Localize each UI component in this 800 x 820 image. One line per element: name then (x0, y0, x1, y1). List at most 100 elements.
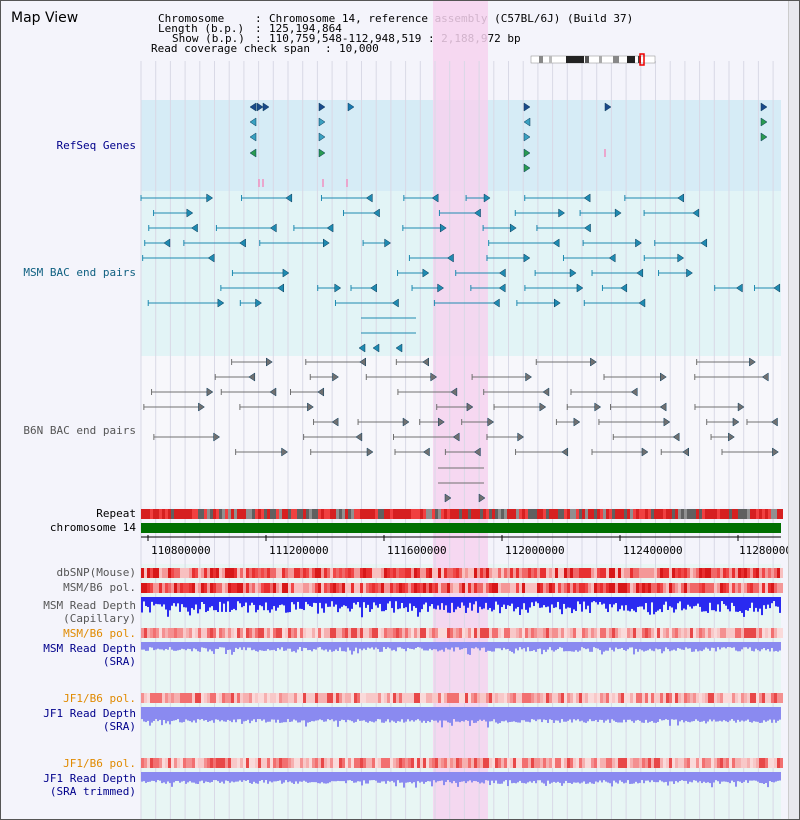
repeat-segment (480, 509, 483, 519)
msm-sra-depth-bar (713, 642, 715, 648)
msm-sra-depth-bar (463, 642, 465, 649)
jf1-sra-depth-bar (243, 707, 245, 722)
msm-b6-pol-2-cell (756, 628, 759, 638)
msm-b6-pol-2-cell (144, 628, 147, 638)
jf1-trimmed-depth-bar (571, 772, 573, 784)
vertical-scrollbar[interactable] (788, 1, 799, 819)
jf1-trimmed-depth-bar (371, 772, 373, 781)
jf1-trimmed-depth-bar (169, 772, 171, 784)
jf1-sra-depth-bar (675, 707, 677, 720)
dbsnp-cell (693, 568, 696, 578)
repeat-segment (402, 509, 405, 519)
jf1-trimmed-depth-bar (535, 772, 537, 784)
dbsnp-cell (360, 568, 363, 578)
msm-sra-depth-bar (741, 642, 743, 650)
repeat-segment (657, 509, 660, 519)
jf1-b6-pol-2-cell (684, 758, 687, 768)
msm-sra-depth-bar (413, 642, 415, 650)
jf1-b6-pol-2-cell (372, 758, 375, 768)
jf1-b6-pol-cell (552, 693, 555, 703)
jf1-trimmed-depth-bar (607, 772, 609, 783)
msm-b6-pol-cell (216, 583, 219, 593)
jf1-b6-pol-2-cell (516, 758, 519, 768)
jf1-sra-depth-bar (771, 707, 773, 723)
msm-sra-depth-bar (431, 642, 433, 651)
msm-sra-depth-bar (533, 642, 535, 651)
jf1-sra-depth-bar (349, 707, 351, 721)
b6n-bac-pair-arrow (317, 387, 325, 397)
msm-capillary-depth-bar (773, 597, 775, 602)
msm-capillary-depth-bar (675, 597, 677, 610)
dbsnp-cell (366, 568, 369, 578)
jf1-trimmed-depth-bar (279, 772, 281, 781)
dbsnp-cell (264, 568, 267, 578)
msm-sra-depth-bar (693, 642, 695, 652)
msm-sra-depth-bar (283, 642, 285, 651)
msm-b6-pol-2-cell (537, 628, 540, 638)
msm-sra-depth-bar (405, 642, 407, 652)
jf1-sra-depth-bar (231, 707, 233, 723)
msm-sra-depth-bar (437, 642, 439, 652)
jf1-sra-depth-bar (285, 707, 287, 723)
jf1-b6-pol-cell (393, 693, 396, 703)
jf1-b6-pol-2-cell (600, 758, 603, 768)
msm-capillary-depth-bar (213, 597, 215, 611)
msm-capillary-depth-bar (695, 597, 697, 606)
msm-b6-pol-2-cell (699, 628, 702, 638)
jf1-b6-pol-2-cell (552, 758, 555, 768)
repeat-segment (717, 509, 720, 519)
dbsnp-cell (750, 568, 753, 578)
jf1-b6-pol-cell (513, 693, 516, 703)
msm-bac-pair-arrow (638, 298, 646, 308)
msm-sra-depth-bar (401, 642, 403, 649)
msm-sra-depth-bar (519, 642, 521, 648)
jf1-b6-pol-2-cell (636, 758, 639, 768)
jf1-b6-pol-2-cell (693, 758, 696, 768)
jf1-trimmed-depth-bar (515, 772, 517, 784)
msm-capillary-depth-bar (151, 597, 153, 602)
jf1-sra-depth-bar (561, 707, 563, 720)
chromosome-key: Chromosome (158, 12, 225, 25)
jf1-b6-pol-2-cell (273, 758, 276, 768)
dbsnp-cell (552, 568, 555, 578)
jf1-sra-depth-bar (397, 707, 399, 722)
jf1-trimmed-depth-bar (755, 772, 757, 781)
jf1-b6-pol-cell (402, 693, 405, 703)
msm-b6-pol-2-cell (690, 628, 693, 638)
track-label-jf1-depth-trim-2: (SRA trimmed) (49, 785, 136, 798)
dbsnp-cell (189, 568, 192, 578)
msm-sra-depth-bar (723, 642, 725, 648)
msm-sra-depth-bar (727, 642, 729, 648)
dbsnp-cell (204, 568, 207, 578)
msm-b6-pol-cell (285, 583, 288, 593)
jf1-b6-pol-cell (741, 693, 744, 703)
msm-sra-depth-bar (399, 642, 401, 648)
jf1-b6-pol-cell (690, 693, 693, 703)
jf1-b6-pol-cell (240, 693, 243, 703)
jf1-b6-pol-2-cell (324, 758, 327, 768)
dbsnp-cell (162, 568, 165, 578)
msm-b6-pol-2-cell (771, 628, 774, 638)
jf1-b6-pol-cell (342, 693, 345, 703)
jf1-trimmed-depth-bar (445, 772, 447, 782)
jf1-b6-pol-cell (579, 693, 582, 703)
dbsnp-cell (258, 568, 261, 578)
jf1-trimmed-depth-bar (561, 772, 563, 786)
msm-sra-depth-bar (345, 642, 347, 652)
jf1-sra-depth-bar (577, 707, 579, 720)
msm-b6-pol-cell (552, 583, 555, 593)
jf1-b6-pol-cell (570, 693, 573, 703)
msm-sra-depth-bar (703, 642, 705, 650)
repeat-segment (363, 509, 366, 519)
dbsnp-cell (462, 568, 465, 578)
jf1-sra-depth-bar (141, 707, 143, 720)
msm-capillary-depth-bar (709, 597, 711, 603)
msm-b6-pol-cell (408, 583, 411, 593)
repeat-segment (498, 509, 501, 519)
msm-b6-pol-2-cell (420, 628, 423, 638)
msm-b6-pol-2-cell (600, 628, 603, 638)
msm-b6-pol-2-cell (621, 628, 624, 638)
msm-b6-pol-2-cell (321, 628, 324, 638)
repeat-segment (249, 509, 252, 519)
